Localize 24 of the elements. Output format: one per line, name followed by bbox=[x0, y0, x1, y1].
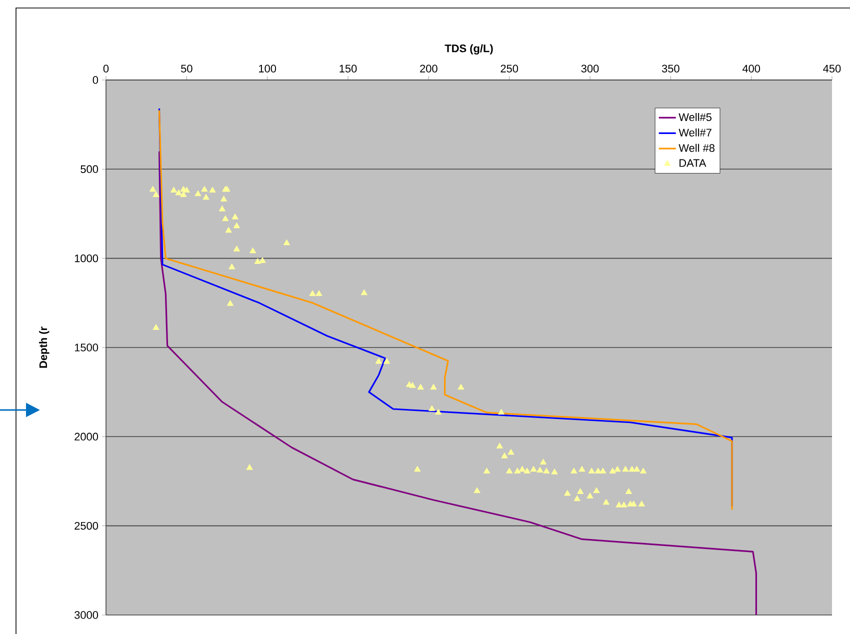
x-tick-label: 100 bbox=[259, 64, 276, 72]
y-axis-title: Depth (r bbox=[39, 326, 50, 368]
x-tick-label: 300 bbox=[581, 64, 599, 72]
x-tick-label: 250 bbox=[500, 64, 518, 72]
legend-label: DATA bbox=[680, 159, 706, 167]
line-series bbox=[158, 150, 757, 616]
legend-label: Well #8 bbox=[678, 144, 714, 152]
x-tick-label: 350 bbox=[662, 64, 680, 72]
y-tick-label: 2500 bbox=[74, 522, 98, 530]
x-tick-label: 150 bbox=[340, 64, 357, 72]
x-tick-label: 50 bbox=[181, 64, 192, 72]
y-tick-label: 1000 bbox=[74, 254, 98, 262]
y-tick-label: 2000 bbox=[74, 432, 98, 441]
x-tick-label: 200 bbox=[420, 64, 438, 72]
x-tick-label: 0 bbox=[103, 64, 109, 72]
y-tick-label: 500 bbox=[80, 165, 98, 174]
legend-label: Well#7 bbox=[678, 128, 712, 136]
x-tick-label: 450 bbox=[823, 64, 841, 72]
x-tick-label: 400 bbox=[742, 64, 760, 72]
y-tick-label: 1500 bbox=[74, 344, 98, 352]
y-tick-label: 0 bbox=[92, 76, 98, 84]
y-tick-label: 3000 bbox=[74, 611, 98, 619]
legend-label: Well#5 bbox=[678, 113, 712, 122]
x-axis-title: TDS (g/L) bbox=[444, 44, 493, 54]
